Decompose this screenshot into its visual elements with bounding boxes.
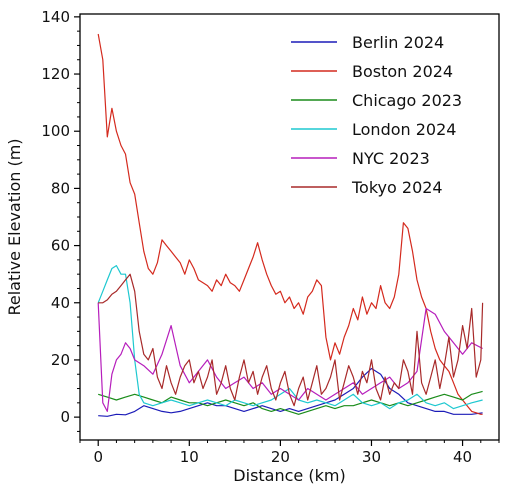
y-tick-label: 120 <box>41 65 70 83</box>
series-line-nyc-2023 <box>97 302 483 412</box>
legend-label: Boston 2024 <box>352 62 453 81</box>
y-tick-label: 60 <box>51 237 70 255</box>
y-tick-label: 40 <box>51 294 70 312</box>
y-tick-label: 100 <box>41 122 70 140</box>
y-tick-label: 80 <box>51 179 70 197</box>
series-layer <box>97 33 484 417</box>
x-tick-label: 0 <box>93 448 103 466</box>
y-tick-label: 20 <box>51 351 70 369</box>
series-line-berlin-2024 <box>98 367 483 417</box>
legend-label: Chicago 2023 <box>352 91 462 110</box>
x-tick-label: 10 <box>180 448 199 466</box>
y-tick-label: 0 <box>60 408 70 426</box>
x-tick-label: 40 <box>453 448 472 466</box>
x-tick-label: 20 <box>271 448 290 466</box>
tick-layer: 0 10 20 30 40 0 20 40 60 80 100 120 140 <box>41 8 500 466</box>
legend-label: Tokyo 2024 <box>351 178 443 197</box>
x-axis-title: Distance (km) <box>233 466 345 485</box>
y-axis-title: Relative Elevation (m) <box>5 138 24 315</box>
legend-label: Berlin 2024 <box>352 33 444 52</box>
series-line-london-2024 <box>97 265 483 410</box>
legend-label: NYC 2023 <box>352 149 430 168</box>
legend: Berlin 2024 Boston 2024 Chicago 2023 London… <box>291 33 462 197</box>
series-line-tokyo-2024 <box>98 273 484 407</box>
legend-label: London 2024 <box>352 120 456 139</box>
series-line-boston-2024 <box>97 33 483 415</box>
y-tick-label: 140 <box>41 8 70 26</box>
x-tick-label: 30 <box>362 448 381 466</box>
plot-frame <box>79 13 500 441</box>
